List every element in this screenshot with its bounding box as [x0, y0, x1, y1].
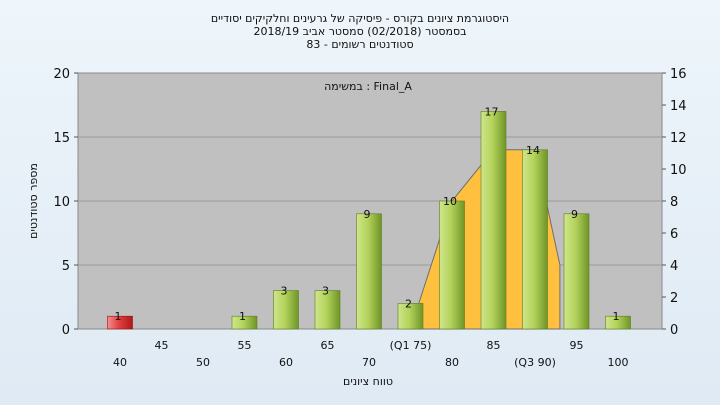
bar-60	[273, 290, 299, 330]
chart-title-line-3: סטודנטים רשומים - 83	[306, 38, 413, 51]
y-right-tick-label: 2	[670, 291, 678, 306]
x-tick-label: (Q3 90)	[514, 356, 556, 369]
bar-value-label: 1	[115, 310, 122, 323]
chart-title-line-1: היסטוגרמת ציונים בקורס - פיסיקה של גרעינ…	[211, 12, 509, 25]
y-right-tick-label: 6	[670, 227, 678, 242]
y-right-tick-label: 8	[670, 195, 678, 210]
bar-95	[563, 213, 590, 330]
bar-value-label: 2	[405, 297, 412, 310]
bar-value-label: 9	[364, 208, 371, 221]
y-left-tick-label: 15	[53, 131, 70, 146]
bar-value-label: 3	[281, 285, 288, 298]
bar-90	[522, 149, 548, 330]
y-left-tick-label: 0	[62, 323, 70, 338]
bar-55	[231, 315, 258, 330]
bars-group	[107, 111, 631, 330]
x-tick-label: 50	[196, 356, 210, 369]
bar-100	[605, 315, 631, 330]
y-left-tick-label: 10	[53, 195, 70, 210]
x-tick-label: 40	[113, 356, 127, 369]
bar-value-label: 1	[613, 310, 620, 323]
y-axis-right: 0 2 4 6 8 10 12 14 16	[662, 67, 687, 338]
x-tick-label: 85	[487, 339, 501, 352]
x-tick-label: 80	[445, 356, 459, 369]
x-tick-label: (Q1 75)	[390, 339, 432, 352]
x-tick-label: 55	[238, 339, 252, 352]
x-tick-label: 60	[279, 356, 293, 369]
y-axis-left: 0 5 10 15 20	[53, 67, 78, 338]
bar-40	[107, 315, 133, 330]
bar-value-label: 9	[571, 208, 578, 221]
task-label: במשימה : Final_A	[324, 80, 412, 93]
bar-value-labels: 1 1 3 3 9 2 10 17 14 9 1	[115, 105, 620, 323]
bar-value-label: 17	[485, 105, 499, 118]
x-axis-label: טווח ציונים	[343, 375, 393, 388]
x-tick-label: 100	[608, 356, 629, 369]
y-right-tick-label: 4	[670, 259, 678, 274]
bar-value-label: 3	[322, 285, 329, 298]
bar-value-label: 10	[443, 195, 457, 208]
bar-value-label: 14	[526, 144, 540, 157]
y-left-tick-label: 5	[62, 259, 70, 274]
bar-80	[439, 200, 465, 330]
x-tick-label: 70	[362, 356, 376, 369]
bar-value-label: 1	[239, 310, 246, 323]
x-tick-label: 65	[321, 339, 335, 352]
bar-85	[480, 111, 507, 330]
bar-65	[314, 290, 341, 330]
bar-75	[397, 303, 424, 330]
x-tick-label: 45	[155, 339, 169, 352]
x-axis: 40 45 50 55 60 65 70 (Q1 75) 80 85 (Q3 90) 95 100	[113, 339, 629, 369]
y-axis-label: מספר סטודנטים	[27, 163, 40, 239]
y-right-tick-label: 16	[670, 67, 687, 82]
y-left-tick-label: 20	[53, 67, 70, 82]
x-tick-label: 95	[570, 339, 584, 352]
bar-70	[356, 213, 382, 330]
chart-title-line-2: בסמסטר (02/2018) סמסטר אביב 2018/19	[253, 25, 466, 38]
y-right-tick-label: 14	[670, 99, 687, 114]
y-right-tick-label: 12	[670, 131, 687, 146]
y-right-tick-label: 0	[670, 323, 678, 338]
y-right-tick-label: 10	[670, 163, 687, 178]
